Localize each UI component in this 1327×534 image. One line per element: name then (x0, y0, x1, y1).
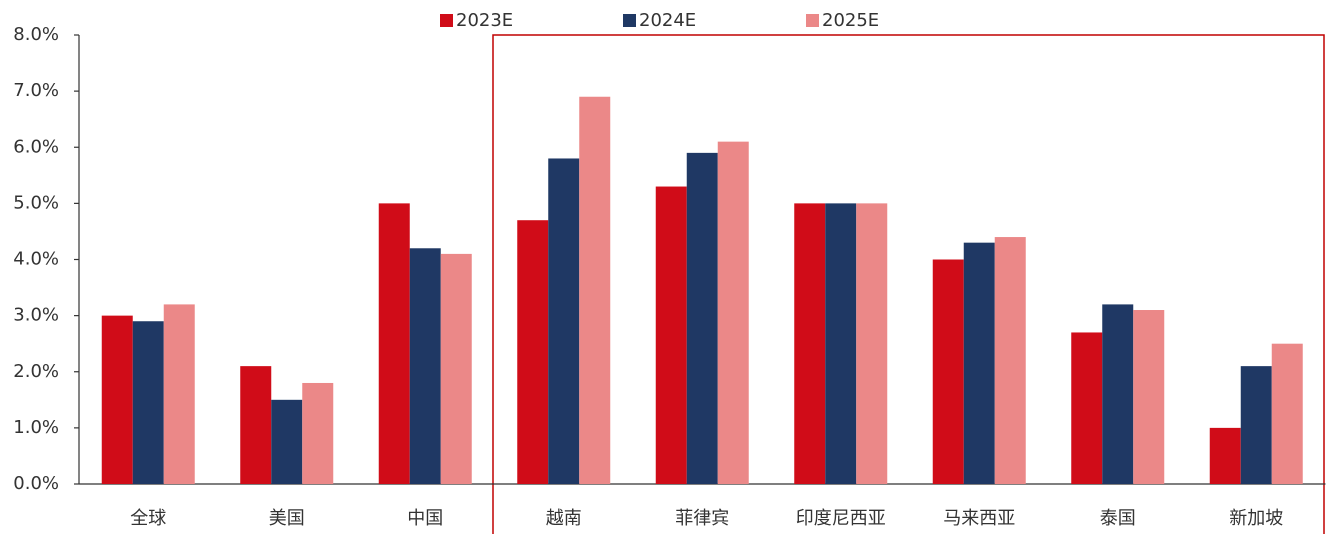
bar (240, 366, 272, 484)
bar (302, 382, 334, 484)
x-tick-label: 印度尼西亚 (796, 508, 886, 529)
bar (1133, 310, 1165, 484)
bar (856, 203, 888, 484)
x-tick-label: 中国 (407, 508, 443, 529)
bar (440, 253, 472, 484)
x-tick-label: 越南 (546, 508, 582, 529)
highlight-box (492, 34, 1325, 534)
legend-label: 2024E (639, 10, 696, 31)
bar (101, 315, 133, 484)
y-tick-label: 4.0% (13, 249, 59, 270)
x-tick-label: 全球 (130, 508, 166, 529)
bar (717, 141, 749, 484)
legend-label: 2023E (456, 10, 513, 31)
bar (825, 203, 857, 484)
y-tick-label: 5.0% (13, 192, 59, 213)
y-tick-label: 6.0% (13, 136, 59, 157)
y-tick-label: 2.0% (13, 361, 59, 382)
legend-swatch (440, 14, 453, 27)
bar (378, 203, 410, 484)
x-tick-label: 菲律宾 (675, 508, 729, 529)
bar (655, 186, 687, 484)
bar (409, 248, 441, 484)
y-tick-label: 0.0% (13, 473, 59, 494)
bar (1071, 332, 1103, 484)
x-tick-label: 新加坡 (1229, 508, 1283, 529)
bar (1209, 427, 1241, 484)
bar (163, 304, 195, 484)
bar (579, 96, 611, 485)
bar (271, 399, 303, 484)
bar (963, 242, 995, 484)
bar (132, 321, 164, 484)
y-tick-label: 3.0% (13, 305, 59, 326)
bar (794, 203, 826, 484)
bar (994, 237, 1026, 484)
bar (686, 152, 718, 485)
legend-label: 2025E (822, 10, 879, 31)
bar (1271, 343, 1303, 484)
bar (1240, 366, 1272, 484)
x-tick-label: 马来西亚 (943, 508, 1015, 529)
legend-swatch (806, 14, 819, 27)
bar (517, 220, 549, 484)
x-tick-label: 美国 (269, 508, 305, 529)
bar (548, 158, 580, 484)
legend-swatch (623, 14, 636, 27)
x-tick-label: 泰国 (1100, 508, 1136, 529)
y-tick-label: 1.0% (13, 417, 59, 438)
y-tick-label: 7.0% (13, 80, 59, 101)
bar (1102, 304, 1134, 484)
y-tick-label: 8.0% (13, 24, 59, 45)
bar (932, 259, 964, 484)
